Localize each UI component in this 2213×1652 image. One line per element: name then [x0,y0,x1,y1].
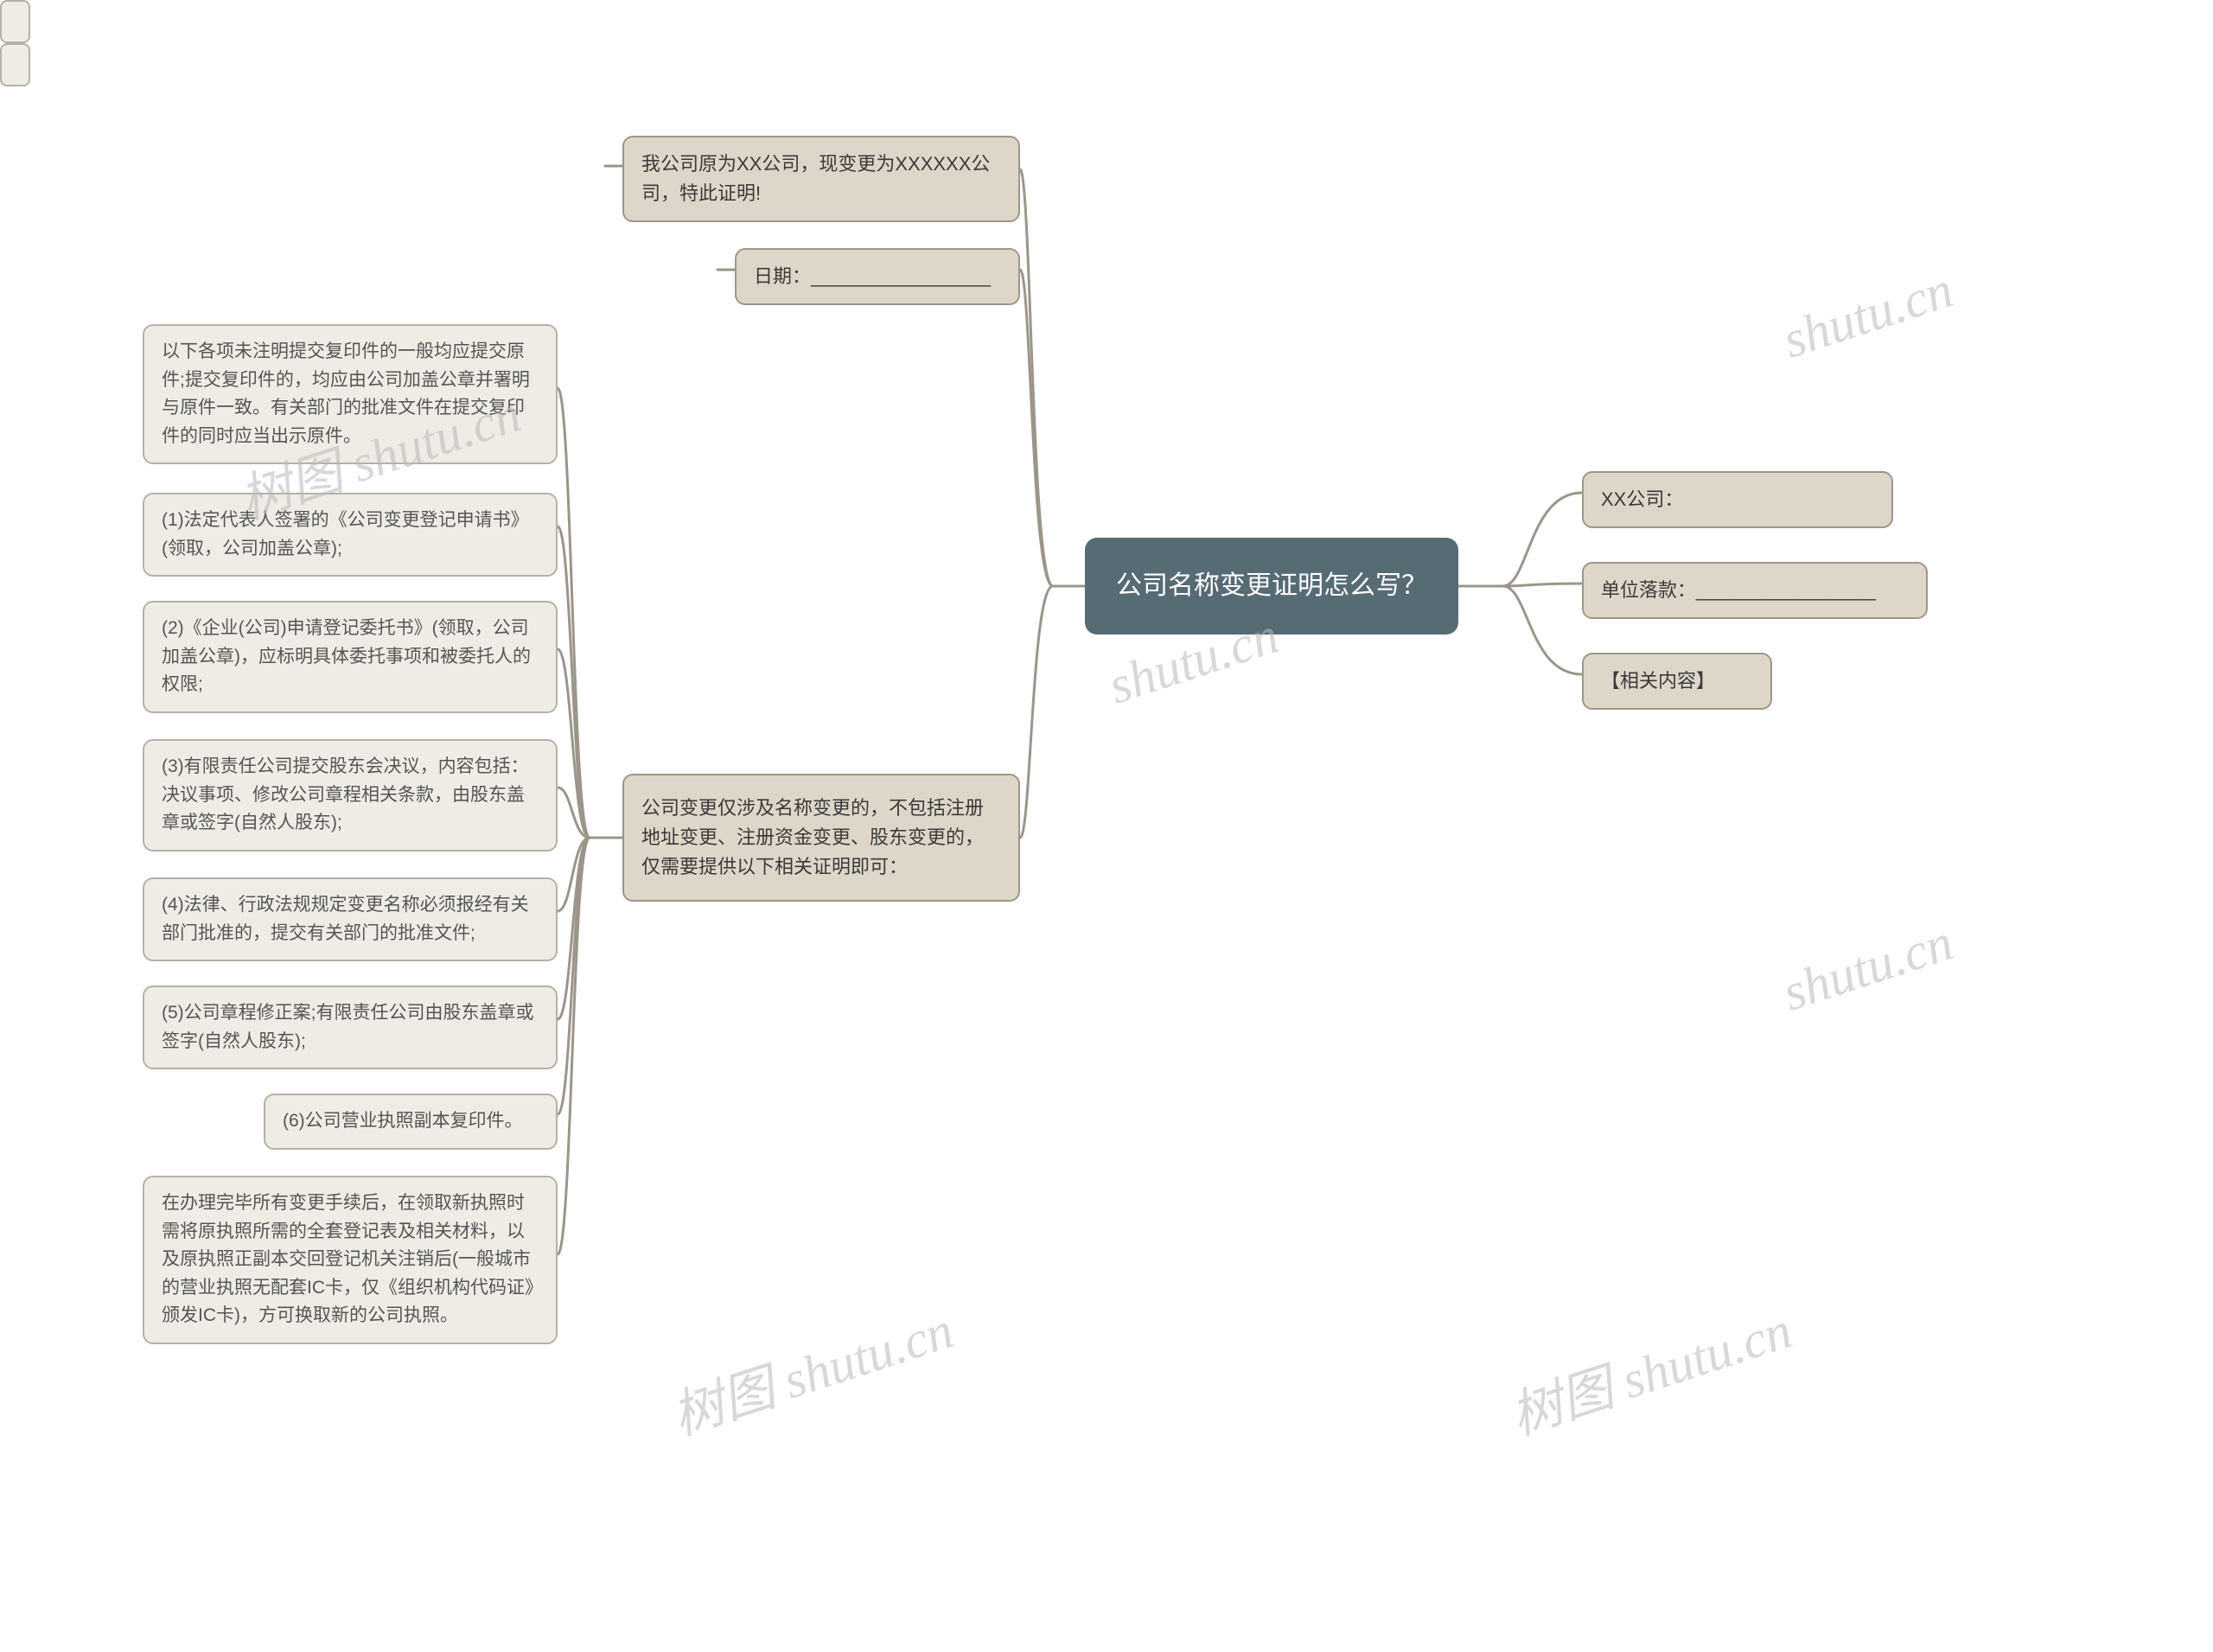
stub-node [0,0,30,43]
requirement-item-conclusion: 在办理完毕所有变更手续后，在领取新执照时需将原执照所需的全套登记表及相关材料，以… [143,1176,558,1344]
watermark: 树图 shutu.cn [661,1288,961,1450]
requirement-item-intro: 以下各项未注明提交复印件的一般均应提交原件;提交复印件的，均应由公司加盖公章并署… [143,324,558,464]
root-text: 公司名称变更证明怎么写？ [1116,566,1427,607]
requirement-text: (6)公司营业执照副本复印件。 [283,1107,523,1136]
requirement-text: (1)法定代表人签署的《公司变更登记申请书》(领取，公司加盖公章); [162,507,539,563]
left-child-date: 日期：_________________ [735,248,1020,305]
watermark: shutu.cn [1776,913,1960,1024]
requirement-item-5: (5)公司章程修正案;有限责任公司由股东盖章或签字(自然人股东); [143,985,558,1069]
requirement-text: (2)《企业(公司)申请登记委托书》(领取，公司加盖公章)，应标明具体委托事项和… [162,615,539,699]
watermark: 树图 shutu.cn [1500,1288,1800,1450]
requirement-item-6: (6)公司营业执照副本复印件。 [264,1094,558,1150]
watermark: shutu.cn [1776,260,1960,371]
left-child-label: 日期：_________________ [754,262,991,291]
right-child-signature: 单位落款：_________________ [1582,562,1928,619]
requirement-item-4: (4)法律、行政法规规定变更名称必须报经有关部门批准的，提交有关部门的批准文件; [143,877,558,961]
left-child-requirements: 公司变更仅涉及名称变更的，不包括注册地址变更、注册资金变更、股东变更的，仅需要提… [622,774,1020,902]
right-child-label: XX公司： [1601,485,1683,514]
right-child-label: 单位落款：_________________ [1601,576,1876,605]
requirement-text: 在办理完毕所有变更手续后，在领取新执照时需将原执照所需的全套登记表及相关材料，以… [162,1190,539,1330]
requirement-text: (3)有限责任公司提交股东会决议，内容包括：决议事项、修改公司章程相关条款，由股… [162,753,539,838]
left-child-label: 我公司原为XX公司，现变更为XXXXXX公司，特此证明! [641,150,1001,208]
requirement-item-1: (1)法定代表人签署的《公司变更登记申请书》(领取，公司加盖公章); [143,493,558,577]
requirement-text: (4)法律、行政法规规定变更名称必须报经有关部门批准的，提交有关部门的批准文件; [162,891,539,947]
left-child-label: 公司变更仅涉及名称变更的，不包括注册地址变更、注册资金变更、股东变更的，仅需要提… [641,794,1001,882]
stub-node [0,43,30,86]
root-node: 公司名称变更证明怎么写？ [1085,538,1458,635]
requirement-item-2: (2)《企业(公司)申请登记委托书》(领取，公司加盖公章)，应标明具体委托事项和… [143,601,558,713]
right-child-company: XX公司： [1582,471,1893,528]
right-child-label: 【相关内容】 [1601,667,1715,696]
requirement-text: (5)公司章程修正案;有限责任公司由股东盖章或签字(自然人股东); [162,999,539,1056]
right-child-related: 【相关内容】 [1582,653,1772,710]
requirement-text: 以下各项未注明提交复印件的一般均应提交原件;提交复印件的，均应由公司加盖公章并署… [162,338,539,450]
left-child-statement: 我公司原为XX公司，现变更为XXXXXX公司，特此证明! [622,136,1020,222]
requirement-item-3: (3)有限责任公司提交股东会决议，内容包括：决议事项、修改公司章程相关条款，由股… [143,739,558,852]
